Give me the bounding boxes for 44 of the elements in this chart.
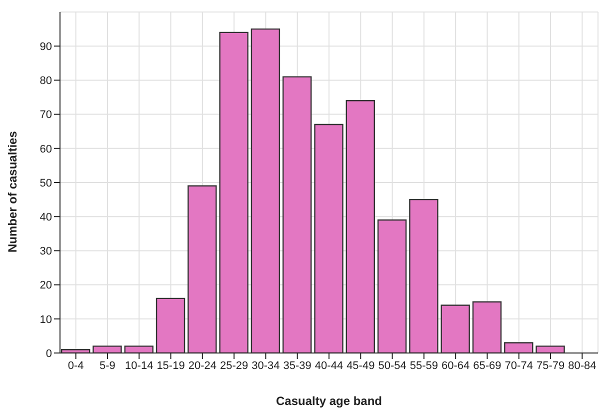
x-tick-label: 20-24 — [188, 360, 216, 372]
x-tick-label: 10-14 — [125, 360, 154, 372]
x-tick-label: 40-44 — [314, 360, 344, 372]
y-tick-label: 50 — [40, 177, 52, 190]
y-tick-label: 70 — [40, 109, 52, 122]
x-tick-label: 65-69 — [473, 360, 502, 372]
y-tick-label: 10 — [40, 314, 52, 326]
bar — [124, 346, 154, 353]
x-axis-title: Casualty age band — [276, 394, 382, 408]
bar — [314, 124, 344, 353]
x-tick-label: 5-9 — [100, 360, 116, 372]
bar — [250, 28, 280, 353]
x-tick-label: 15-19 — [156, 360, 185, 372]
y-tick-label: 20 — [40, 280, 52, 292]
x-tick-label: 0-4 — [68, 360, 84, 372]
bar — [472, 301, 502, 353]
x-tick-label: 30-34 — [252, 360, 280, 372]
x-tick-label: 70-74 — [504, 360, 533, 372]
x-tick-label: 50-54 — [378, 360, 406, 372]
x-tick-label: 75-79 — [536, 360, 565, 372]
bar — [504, 342, 534, 353]
y-tick-label: 80 — [40, 75, 52, 88]
y-tick-label: 90 — [40, 41, 52, 54]
x-tick-label: 35-39 — [283, 360, 312, 372]
bar — [409, 198, 438, 353]
y-tick-label: 40 — [40, 212, 52, 224]
bar — [282, 76, 312, 353]
x-tick-label: 80-84 — [568, 360, 596, 372]
y-tick-label: 30 — [40, 246, 52, 258]
bar — [440, 304, 470, 353]
x-tick-label: 25-29 — [220, 360, 248, 372]
bar — [188, 185, 217, 353]
x-tick-label: 55-59 — [410, 360, 438, 372]
bar — [92, 346, 122, 353]
bar — [219, 32, 248, 353]
bar — [346, 100, 376, 353]
y-tick-label: 0 — [46, 348, 52, 360]
x-tick-label: 45-49 — [346, 360, 375, 372]
bar — [536, 346, 565, 353]
y-tick-label: 60 — [40, 143, 52, 156]
bar — [156, 298, 186, 353]
bar — [377, 219, 407, 353]
y-axis-title: Number of casualties — [5, 130, 20, 252]
x-tick-label: 60-64 — [442, 360, 470, 372]
